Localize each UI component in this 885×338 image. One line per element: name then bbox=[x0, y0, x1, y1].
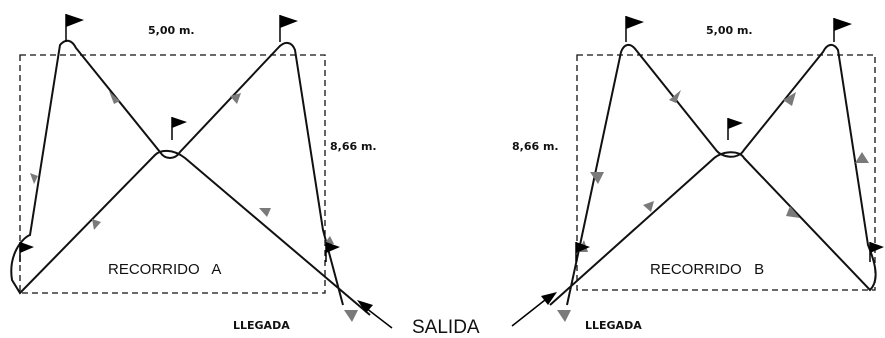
flag-icon bbox=[171, 117, 187, 140]
course-a-finish-label: LLEGADA bbox=[233, 319, 290, 332]
course-b-arrow bbox=[669, 90, 681, 103]
course-a-field-outline bbox=[19, 54, 326, 294]
course-a-arrow bbox=[230, 93, 241, 104]
flag-icon bbox=[625, 16, 644, 42]
course-b-finish-label: LLEGADA bbox=[585, 319, 642, 332]
course-b-arrow bbox=[590, 172, 604, 184]
flag-icon bbox=[279, 15, 298, 42]
course-a-title: RECORRIDO A bbox=[108, 261, 221, 278]
flag-icon bbox=[869, 242, 884, 262]
start-pointer-a bbox=[365, 307, 393, 329]
course-a-arrow bbox=[259, 208, 271, 217]
course-a-arrow bbox=[109, 91, 120, 104]
flag-icon bbox=[19, 242, 34, 262]
course-b-arrow bbox=[783, 92, 796, 106]
start-label: SALIDA bbox=[412, 317, 480, 333]
start-marker: SALIDA bbox=[357, 292, 557, 338]
flag-icon bbox=[65, 14, 84, 42]
flag-icon bbox=[833, 18, 852, 42]
course-b-arrow bbox=[786, 206, 800, 218]
course-b-field-outline bbox=[576, 54, 876, 291]
course-b-width-label: 5,00 m. bbox=[706, 24, 753, 37]
start-arrowhead-icon bbox=[357, 300, 373, 313]
course-b-length-label: 8,66 m. bbox=[512, 140, 559, 153]
course-a-length-label: 8,66 m. bbox=[330, 140, 377, 153]
flag-icon bbox=[325, 242, 340, 262]
course-a-arrow bbox=[344, 310, 358, 322]
start-arrowhead-icon bbox=[541, 292, 557, 305]
course-a-arrow bbox=[92, 219, 101, 230]
course-a-route bbox=[10, 39, 371, 316]
start-pointer-b bbox=[511, 299, 546, 327]
course-b-route bbox=[549, 44, 877, 306]
course-b: 5,00 m. 8,66 m. RECORRIDO B LLEGADA bbox=[512, 16, 884, 332]
course-a: 5,00 m. 8,66 m. RECORRIDO A LLEGADA bbox=[10, 14, 377, 332]
course-a-arrow bbox=[30, 173, 38, 184]
flag-icon bbox=[575, 242, 590, 262]
course-b-arrow bbox=[643, 201, 654, 212]
course-b-arrow bbox=[855, 152, 869, 163]
course-a-width-label: 5,00 m. bbox=[148, 24, 195, 37]
course-b-title: RECORRIDO B bbox=[650, 261, 764, 278]
course-b-arrow bbox=[557, 310, 571, 322]
flag-icon bbox=[727, 118, 743, 140]
